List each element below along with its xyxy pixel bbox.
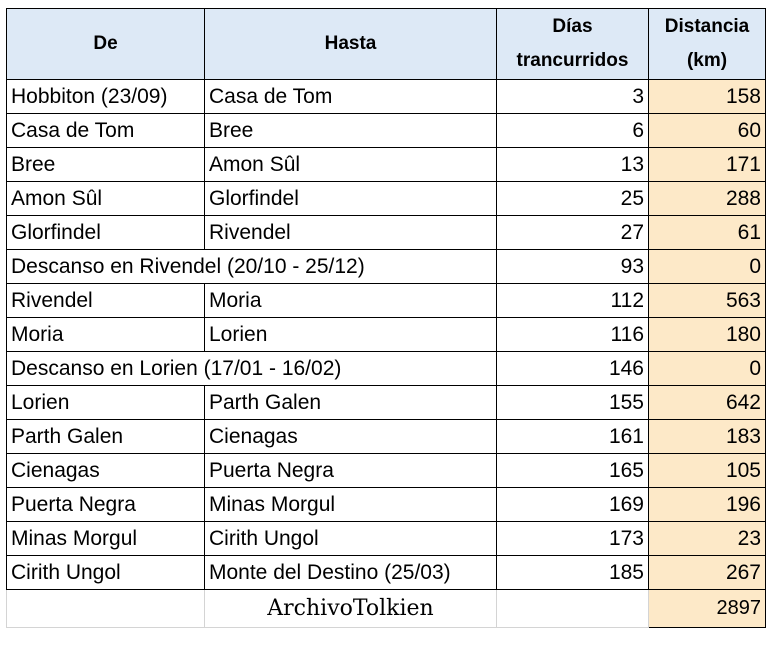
data-row: Descanso en Lorien (17/01 - 16/02) 146 0 [6,351,766,386]
cell-hasta: Lorien [204,317,497,352]
cell-de: Bree [6,147,205,182]
cell-de: Minas Morgul [6,521,205,556]
cell-merged: Descanso en Rivendel (20/10 - 25/12) [6,249,497,284]
cell-de: Hobbiton (23/09) [6,79,205,114]
cell-hasta: Amon Sûl [204,147,497,182]
data-row: Hobbiton (23/09) Casa de Tom 3 158 [6,79,766,114]
data-row: Cienagas Puerta Negra 165 105 [6,453,766,488]
cell-de: Moria [6,317,205,352]
header-de: De [6,8,205,80]
cell-merged: Descanso en Lorien (17/01 - 16/02) [6,351,497,386]
cell-hasta: Monte del Destino (25/03) [204,555,497,590]
cell-distancia: 0 [648,249,766,284]
empty-cell [6,589,205,628]
data-row: Moria Lorien 116 180 [6,317,766,352]
cell-distancia: 196 [648,487,766,522]
header-dias: Días trancurridos [496,8,649,80]
cell-hasta: Parth Galen [204,385,497,420]
cell-de: Amon Sûl [6,181,205,216]
cell-hasta: Glorfindel [204,181,497,216]
data-row: Casa de Tom Bree 6 60 [6,113,766,148]
data-row: Cirith Ungol Monte del Destino (25/03) 185… [6,555,766,590]
cell-distancia: 61 [648,215,766,250]
cell-de: Cienagas [6,453,205,488]
cell-de: Casa de Tom [6,113,205,148]
cell-dias: 155 [496,385,649,420]
cell-dias: 13 [496,147,649,182]
cell-distancia: 105 [648,453,766,488]
cell-distancia: 183 [648,419,766,454]
cell-dias: 169 [496,487,649,522]
footer-row: ArchivoTolkien 2897 [6,589,766,628]
cell-dias: 6 [496,113,649,148]
data-row: Descanso en Rivendel (20/10 - 25/12) 93 0 [6,249,766,284]
data-row: Rivendel Moria 112 563 [6,283,766,318]
header-hasta: Hasta [204,8,497,80]
header-row: De Hasta Días trancurridos Distancia (km) [6,8,766,80]
credit: ArchivoTolkien [204,589,497,628]
data-row: Bree Amon Sûl 13 171 [6,147,766,182]
cell-de: Parth Galen [6,419,205,454]
cell-hasta: Cienagas [204,419,497,454]
cell-dias: 173 [496,521,649,556]
cell-de: Lorien [6,385,205,420]
cell-de: Cirith Ungol [6,555,205,590]
cell-de: Puerta Negra [6,487,205,522]
cell-distancia: 563 [648,283,766,318]
cell-dias: 93 [496,249,649,284]
cell-dias: 116 [496,317,649,352]
sheet: De Hasta Días trancurridos Distancia (km) Ho… [6,8,766,628]
cell-de: Glorfindel [6,215,205,250]
cell-dias: 146 [496,351,649,386]
cell-dias: 165 [496,453,649,488]
cell-dias: 3 [496,79,649,114]
cell-distancia: 171 [648,147,766,182]
cell-hasta: Moria [204,283,497,318]
cell-dias: 112 [496,283,649,318]
cell-distancia: 180 [648,317,766,352]
cell-hasta: Casa de Tom [204,79,497,114]
data-row: Minas Morgul Cirith Ungol 173 23 [6,521,766,556]
data-row: Lorien Parth Galen 155 642 [6,385,766,420]
cell-dias: 161 [496,419,649,454]
cell-dias: 185 [496,555,649,590]
cell-distancia: 23 [648,521,766,556]
cell-distancia: 60 [648,113,766,148]
data-row: Amon Sûl Glorfindel 25 288 [6,181,766,216]
cell-hasta: Minas Morgul [204,487,497,522]
cell-distancia: 0 [648,351,766,386]
header-distancia: Distancia (km) [648,8,766,80]
cell-hasta: Puerta Negra [204,453,497,488]
data-row: Puerta Negra Minas Morgul 169 196 [6,487,766,522]
cell-dias: 25 [496,181,649,216]
cell-hasta: Bree [204,113,497,148]
total: 2897 [648,589,766,628]
cell-distancia: 288 [648,181,766,216]
data-row: Parth Galen Cienagas 161 183 [6,419,766,454]
table: De Hasta Días trancurridos Distancia (km) Ho… [6,8,766,628]
empty-cell [496,589,649,628]
cell-hasta: Rivendel [204,215,497,250]
cell-dias: 27 [496,215,649,250]
cell-de: Rivendel [6,283,205,318]
cell-distancia: 642 [648,385,766,420]
cell-hasta: Cirith Ungol [204,521,497,556]
data-row: Glorfindel Rivendel 27 61 [6,215,766,250]
cell-distancia: 267 [648,555,766,590]
cell-distancia: 158 [648,79,766,114]
